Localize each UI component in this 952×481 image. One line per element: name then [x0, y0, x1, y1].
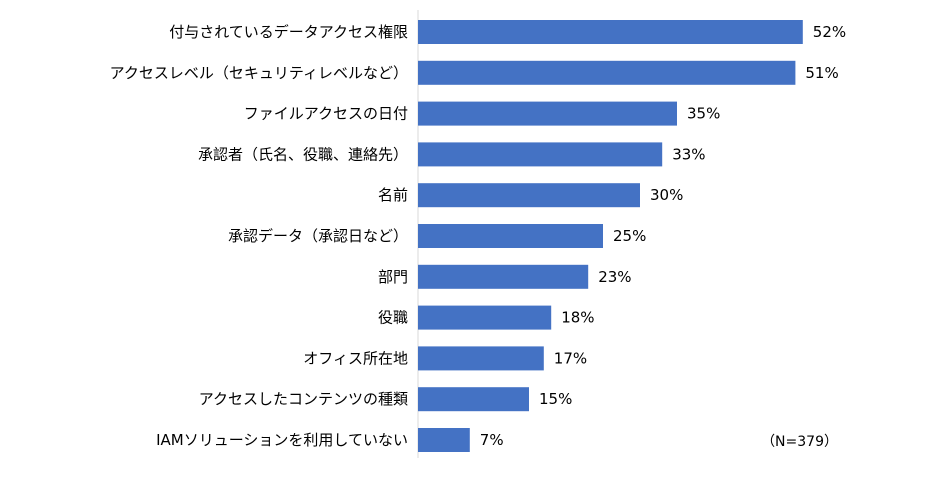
category-label: ファイルアクセスの日付 — [244, 105, 408, 123]
value-label: 33% — [672, 145, 705, 163]
category-label: オフィス所在地 — [303, 349, 408, 367]
value-label: 25% — [613, 227, 646, 245]
bar-row: 承認者（氏名、役職、連絡先） 33% — [198, 142, 706, 167]
bar — [418, 183, 640, 208]
bar — [418, 264, 589, 289]
bar-row: 承認データ（承認日など） 25% — [228, 224, 646, 248]
value-label: 7% — [480, 431, 504, 449]
bar — [418, 101, 677, 126]
value-label: 52% — [813, 23, 846, 41]
bar — [418, 224, 603, 248]
category-label: アクセスしたコンテンツの種類 — [199, 390, 408, 408]
category-label: 役職 — [378, 309, 408, 327]
bar — [418, 346, 544, 371]
category-label: 付与されているデータアクセス権限 — [169, 23, 408, 41]
bar-row: オフィス所在地 17% — [303, 346, 587, 371]
bar — [418, 142, 663, 167]
bar-row: 付与されているデータアクセス権限 52% — [169, 20, 846, 44]
value-label: 23% — [598, 268, 631, 286]
bar — [418, 60, 796, 85]
bars-group: 付与されているデータアクセス権限 52% アクセスレベル（セキュリティレベルなど） 5… — [110, 20, 846, 452]
value-label: 17% — [554, 349, 587, 367]
category-label: 部門 — [378, 268, 408, 286]
value-label: 18% — [561, 309, 594, 327]
bar — [418, 428, 470, 452]
bar-row: 役職 18% — [378, 305, 595, 330]
bar-row: 部門 23% — [378, 264, 632, 289]
category-label: 承認データ（承認日など） — [228, 227, 408, 245]
category-label: 承認者（氏名、役職、連絡先） — [198, 145, 408, 163]
bar-row: ファイルアクセスの日付 35% — [244, 101, 720, 126]
bar — [418, 20, 803, 44]
value-label: 30% — [650, 186, 683, 204]
bar-row: 名前 30% — [378, 183, 683, 208]
bar — [418, 387, 529, 412]
value-label: 15% — [539, 390, 572, 408]
category-label: アクセスレベル（セキュリティレベルなど） — [110, 64, 408, 82]
category-label: IAMソリューションを利用していない — [156, 431, 408, 449]
value-label: 51% — [805, 64, 838, 82]
bar — [418, 305, 552, 330]
value-label: 35% — [687, 105, 720, 123]
sample-size-note: （N=379） — [761, 434, 838, 450]
bar-row: アクセスしたコンテンツの種類 15% — [199, 387, 572, 412]
bar-row: アクセスレベル（セキュリティレベルなど） 51% — [110, 60, 839, 85]
category-label: 名前 — [378, 186, 408, 204]
bar-row: IAMソリューションを利用していない 7% — [156, 428, 504, 452]
